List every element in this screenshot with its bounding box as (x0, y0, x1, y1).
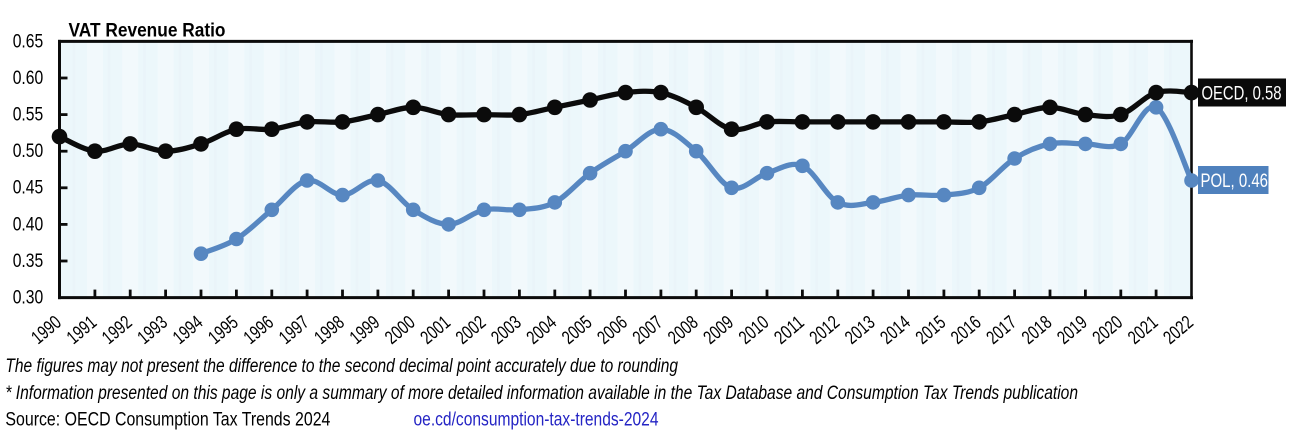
svg-text:2004: 2004 (523, 312, 561, 349)
svg-text:1992: 1992 (98, 312, 136, 349)
svg-text:2022: 2022 (1160, 312, 1198, 349)
svg-text:2006: 2006 (594, 312, 632, 349)
svg-text:2014: 2014 (877, 312, 915, 349)
svg-text:0.50: 0.50 (13, 141, 44, 162)
svg-text:2017: 2017 (983, 312, 1021, 349)
svg-text:The figures may not present th: The figures may not present the differen… (5, 356, 678, 377)
svg-text:1998: 1998 (311, 312, 349, 349)
svg-text:2009: 2009 (700, 312, 738, 349)
svg-text:2015: 2015 (912, 312, 950, 349)
svg-text:0.55: 0.55 (13, 105, 44, 126)
svg-text:1991: 1991 (63, 312, 101, 349)
svg-text:2018: 2018 (1018, 312, 1056, 349)
svg-text:1999: 1999 (346, 312, 384, 349)
svg-text:2019: 2019 (1054, 312, 1092, 349)
svg-text:1997: 1997 (275, 312, 313, 349)
svg-text:1994: 1994 (169, 312, 207, 349)
svg-text:POL, 0.46: POL, 0.46 (1201, 170, 1269, 192)
svg-text:0.30: 0.30 (13, 288, 44, 309)
svg-text:2020: 2020 (1089, 312, 1127, 349)
svg-text:2002: 2002 (452, 312, 490, 349)
svg-text:Source: OECD Consumption Tax T: Source: OECD Consumption Tax Trends 2024 (5, 410, 330, 431)
svg-text:2003: 2003 (488, 312, 526, 349)
svg-text:1993: 1993 (134, 312, 172, 349)
svg-text:0.60: 0.60 (13, 68, 44, 89)
svg-text:2000: 2000 (381, 312, 419, 349)
svg-text:2016: 2016 (947, 312, 985, 349)
svg-text:0.35: 0.35 (13, 251, 44, 272)
svg-text:2005: 2005 (558, 312, 596, 349)
svg-text:2007: 2007 (629, 312, 667, 349)
svg-text:0.40: 0.40 (13, 214, 44, 235)
svg-text:1990: 1990 (28, 312, 66, 349)
svg-text:1995: 1995 (205, 312, 243, 349)
svg-text:2011: 2011 (771, 312, 809, 349)
svg-text:2012: 2012 (806, 312, 844, 349)
svg-text:2010: 2010 (735, 312, 773, 349)
svg-text:oe.cd/consumption-tax-trends-2: oe.cd/consumption-tax-trends-2024 (414, 410, 659, 431)
svg-text:OECD, 0.58: OECD, 0.58 (1202, 83, 1282, 105)
svg-text:2008: 2008 (664, 312, 702, 349)
svg-text:VAT Revenue Ratio: VAT Revenue Ratio (69, 21, 226, 42)
svg-text:0.65: 0.65 (13, 31, 44, 52)
svg-text:0.45: 0.45 (13, 178, 44, 199)
svg-text:2013: 2013 (841, 312, 879, 349)
svg-text:2021: 2021 (1124, 312, 1162, 349)
svg-text:1996: 1996 (240, 312, 278, 349)
svg-text:2001: 2001 (417, 312, 455, 349)
svg-text:* Information presented on thi: * Information presented on this page is … (5, 383, 1078, 404)
